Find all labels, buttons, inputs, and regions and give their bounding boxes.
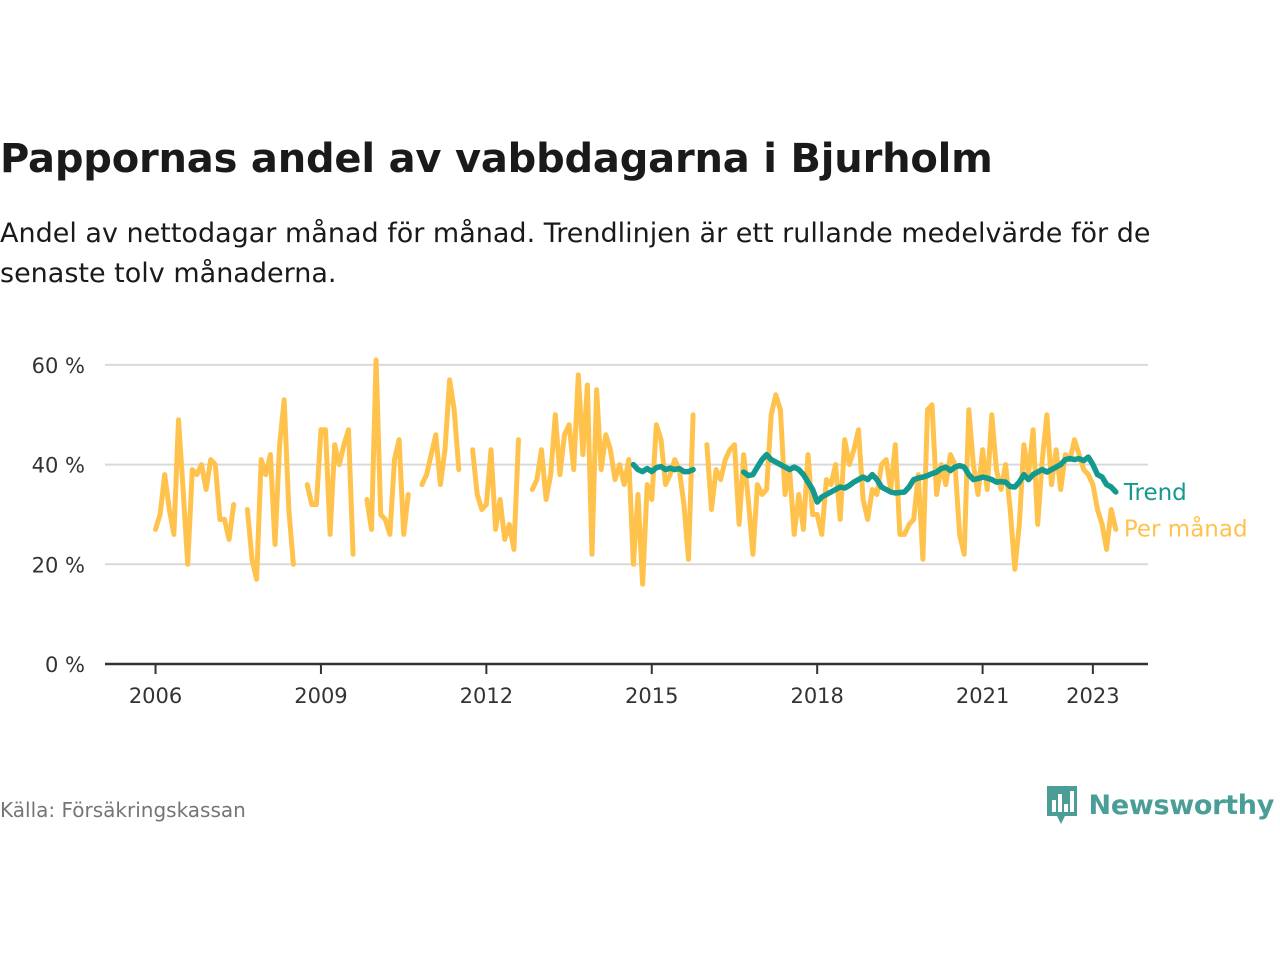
- y-tick-label: 40 %: [32, 454, 85, 478]
- y-tick-label: 0 %: [45, 653, 85, 677]
- y-tick-label: 20 %: [32, 553, 85, 577]
- series-labels: Trend Per månad: [1123, 480, 1248, 542]
- monthly-line-segment-2: [304, 427, 356, 557]
- y-axis-ticks: 0 % 20 % 40 % 60 %: [32, 354, 85, 677]
- chart-subtitle: Andel av nettodagar månad för månad. Tre…: [0, 218, 1151, 289]
- monthly-series-label: Per månad: [1124, 514, 1248, 542]
- trend-series-label: Trend: [1123, 480, 1187, 506]
- brand-name: Newsworthy: [1088, 789, 1275, 821]
- monthly-line-segment-1: [244, 397, 296, 582]
- x-tick-label: 2021: [956, 684, 1009, 708]
- chart-title: Pappornas andel av vabbdagarna i Bjurhol…: [0, 136, 993, 182]
- monthly-line-segment-5: [470, 437, 521, 552]
- line-chart: 0 % 20 % 40 % 60 % 2006 2009 2012 2015 2018 2021…: [32, 354, 1248, 708]
- x-tick-label: 2023: [1066, 684, 1119, 708]
- brand-logo: Newsworthy: [1045, 784, 1274, 826]
- monthly-line-segment-7: [704, 392, 1119, 572]
- x-tick-label: 2006: [129, 684, 182, 708]
- x-axis-ticks: 2006 2009 2012 2015 2018 2021 2023: [129, 664, 1120, 708]
- newsworthy-logo-icon: [1046, 786, 1077, 824]
- trend-line-segment-0: [630, 461, 696, 475]
- x-tick-label: 2015: [625, 684, 678, 708]
- trend-line-segment-1: [740, 451, 1119, 505]
- monthly-line-segment-6: [529, 372, 696, 587]
- monthly-line-segment-3: [364, 357, 411, 537]
- source-note: Källa: Försäkringskassan: [0, 798, 246, 822]
- x-tick-label: 2012: [460, 684, 513, 708]
- monthly-line-segment-0: [153, 417, 237, 567]
- x-tick-label: 2018: [790, 684, 843, 708]
- monthly-line-segment-4: [419, 377, 462, 488]
- y-tick-label: 60 %: [32, 354, 85, 378]
- x-tick-label: 2009: [294, 684, 347, 708]
- series-lines: [153, 357, 1119, 587]
